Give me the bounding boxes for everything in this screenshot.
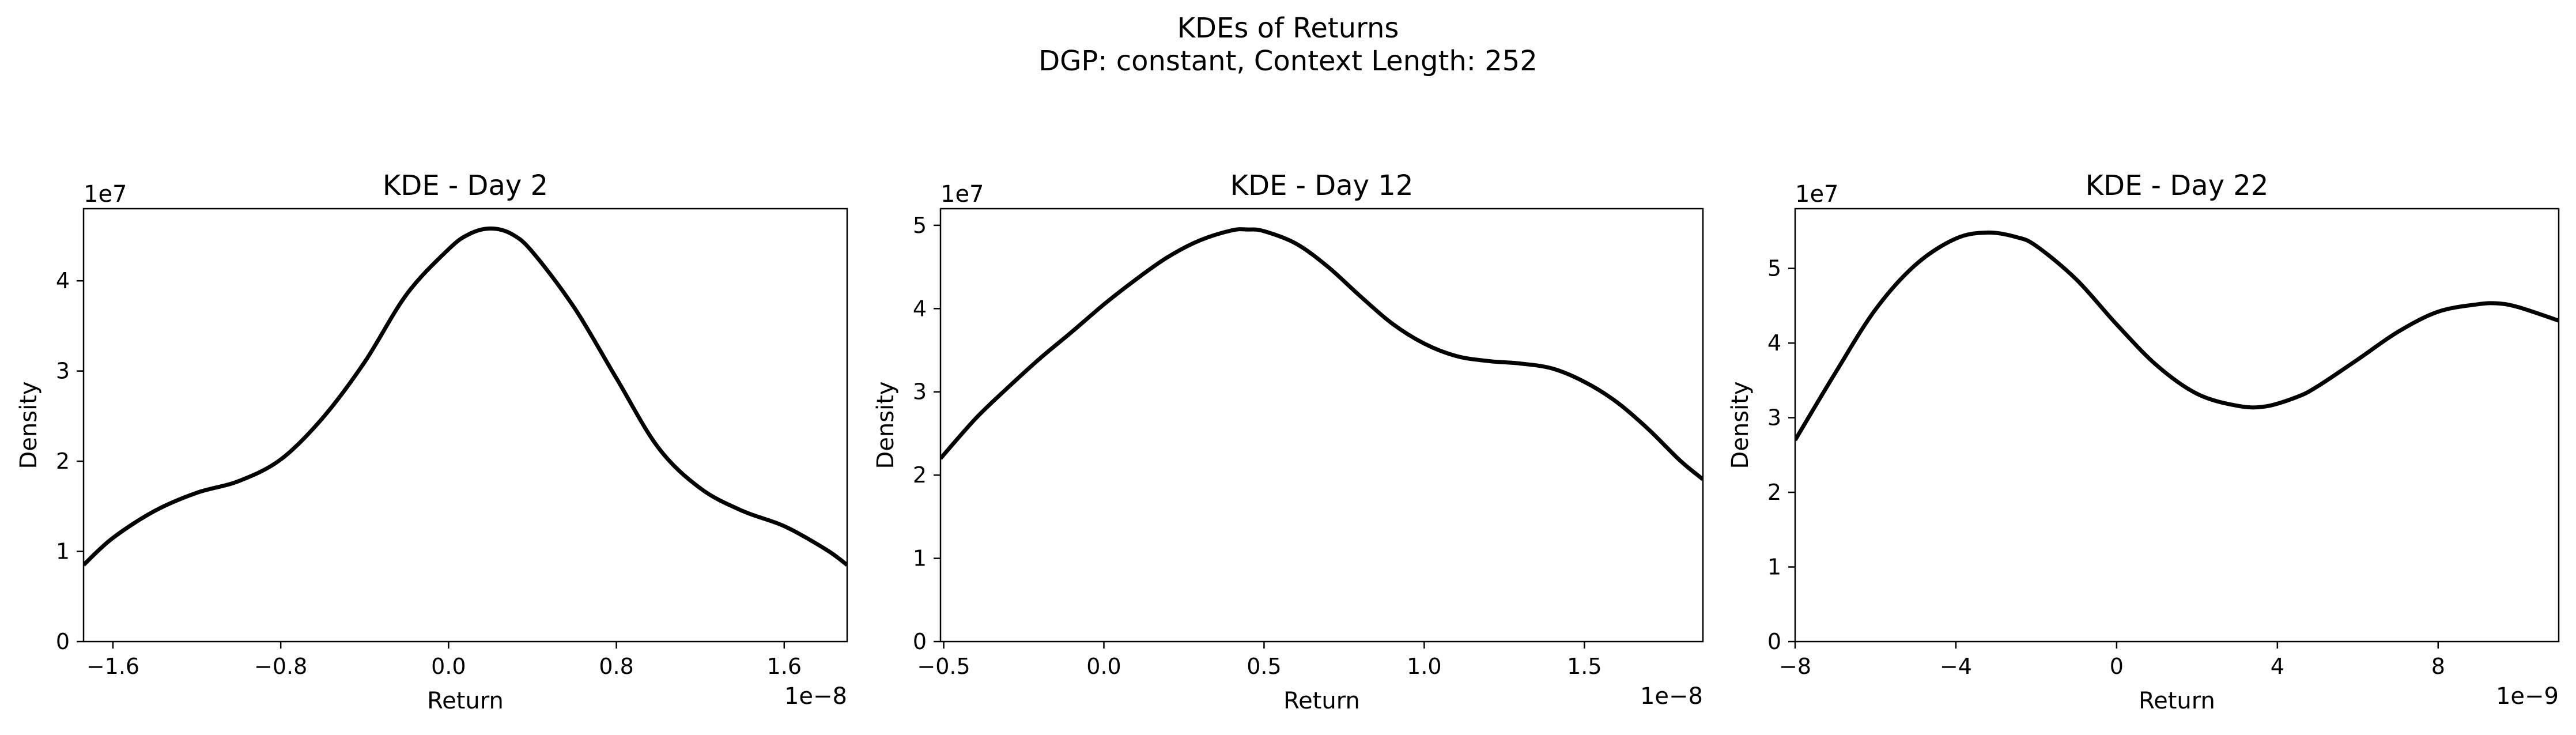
y-offset-label: 1e7 xyxy=(1795,181,1839,208)
x-offset-label: 1e−8 xyxy=(784,683,847,710)
x-tick-label: 0.8 xyxy=(599,654,633,679)
y-tick-label: 4 xyxy=(1767,330,1781,356)
panel-title: KDE - Day 2 xyxy=(383,169,548,202)
x-tick-label: −0.5 xyxy=(917,654,970,679)
x-tick-label: 0.0 xyxy=(1086,654,1121,679)
y-tick-label: 1 xyxy=(56,539,70,564)
y-tick-label: 1 xyxy=(913,546,927,571)
y-tick-label: 5 xyxy=(1767,256,1781,281)
kde-density-line xyxy=(940,227,1703,481)
y-tick-label: 2 xyxy=(56,448,70,474)
kde-density-line xyxy=(1795,230,2559,442)
y-tick-label: 0 xyxy=(913,629,927,654)
kde-panel-day-2: KDE - Day 2 Return Density 1e−8 1e7 −1.6… xyxy=(16,169,848,714)
x-axis-label: Return xyxy=(1283,688,1360,714)
plot-frame xyxy=(939,208,1704,643)
x-tick-label: −0.8 xyxy=(254,654,307,679)
y-tick-label: 2 xyxy=(913,462,927,488)
plot-frame xyxy=(82,208,848,643)
y-tick-label: 3 xyxy=(1767,405,1781,431)
figure-title-line1: KDEs of Returns xyxy=(1177,12,1399,44)
x-axis-label: Return xyxy=(427,688,504,714)
x-tick-label: 1.0 xyxy=(1407,654,1441,679)
x-tick-label: −1.6 xyxy=(86,654,139,679)
x-tick-label: 0 xyxy=(2110,654,2124,679)
x-tick-label: 0.5 xyxy=(1247,654,1281,679)
x-tick-label: 4 xyxy=(2271,654,2284,679)
figure-title-line2: DGP: constant, Context Length: 252 xyxy=(1038,45,1538,77)
x-offset-label: 1e−9 xyxy=(2496,683,2559,710)
kde-density-line xyxy=(84,226,847,567)
y-axis-label: Density xyxy=(16,381,42,469)
y-offset-label: 1e7 xyxy=(84,181,127,208)
y-tick-label: 3 xyxy=(913,379,927,405)
x-offset-label: 1e−8 xyxy=(1640,683,1703,710)
y-offset-label: 1e7 xyxy=(940,181,984,208)
y-tick-label: 4 xyxy=(913,296,927,321)
x-tick-label: 1.6 xyxy=(767,654,802,679)
kde-panel-day-22: KDE - Day 22 Return Density 1e−9 1e7 −8 −… xyxy=(1727,169,2560,714)
y-tick-label: 4 xyxy=(56,268,70,293)
x-tick-label: −4 xyxy=(1940,654,1972,679)
panel-title: KDE - Day 12 xyxy=(1230,169,1414,202)
y-axis-label: Density xyxy=(872,381,899,469)
y-tick-label: 1 xyxy=(1767,555,1781,580)
x-tick-label: −8 xyxy=(1779,654,1811,679)
x-tick-label: 8 xyxy=(2431,654,2445,679)
panel-title: KDE - Day 22 xyxy=(2086,169,2269,202)
y-tick-label: 0 xyxy=(1767,629,1781,654)
x-axis-label: Return xyxy=(2139,688,2215,714)
x-tick-label: 1.5 xyxy=(1567,654,1601,679)
plot-frame xyxy=(1794,208,2560,643)
kde-panel-day-12: KDE - Day 12 Return Density 1e−8 1e7 −0.… xyxy=(872,169,1704,714)
y-tick-label: 3 xyxy=(56,359,70,384)
y-tick-label: 2 xyxy=(1767,480,1781,505)
y-axis-label: Density xyxy=(1727,381,1754,469)
y-tick-label: 0 xyxy=(56,629,70,654)
x-tick-label: 0.0 xyxy=(431,654,466,679)
y-tick-label: 5 xyxy=(913,213,927,238)
